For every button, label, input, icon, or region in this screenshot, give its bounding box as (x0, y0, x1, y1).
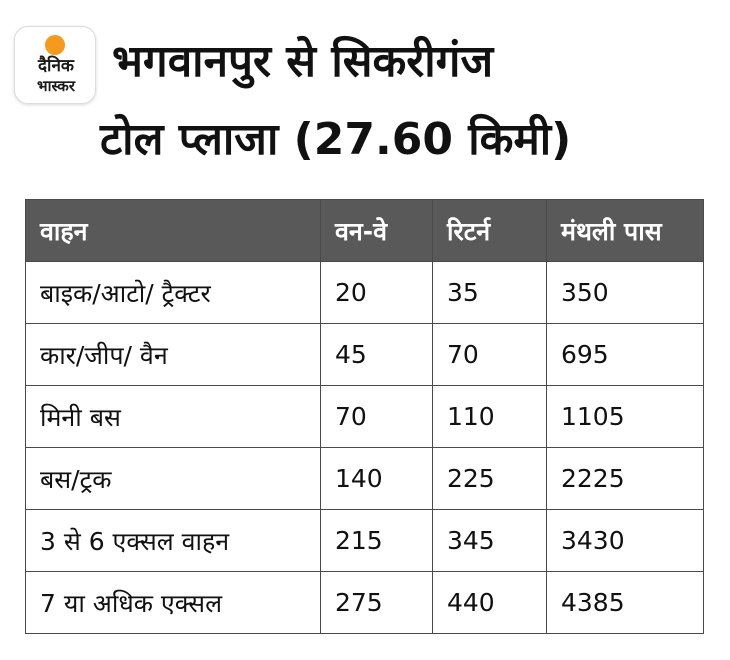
table-row: मिनी बस 70 110 1105 (25, 385, 704, 448)
toll-rate-table: वाहन वन-वे रिटर्न मंथली पास बाइक/आटो/ ट्… (25, 199, 704, 634)
logo-text-line2: भास्कर (37, 77, 75, 95)
one-way-cell: 140 (320, 447, 433, 510)
table-header-row: वाहन वन-वे रिटर्न मंथली पास (25, 199, 704, 262)
table-row: बाइक/आटो/ ट्रैक्टर 20 35 350 (25, 261, 704, 324)
header: दैनिक भास्कर भगवानपुर से सिकरीगंज टोल प्… (0, 0, 730, 190)
monthly-pass-cell: 695 (546, 323, 704, 386)
page-title-line2: टोल प्लाजा (27.60 किमी) (100, 114, 572, 165)
column-header-vehicle: वाहन (25, 199, 321, 262)
logo-text-line1: दैनिक (38, 56, 74, 76)
one-way-cell: 215 (320, 509, 433, 572)
vehicle-cell: बस/ट्रक (25, 447, 321, 510)
table-row: कार/जीप/ वैन 45 70 695 (25, 323, 704, 386)
column-header-monthly-pass: मंथली पास (546, 199, 704, 262)
vehicle-cell: बाइक/आटो/ ट्रैक्टर (25, 261, 321, 324)
return-cell: 345 (432, 509, 547, 572)
vehicle-cell: कार/जीप/ वैन (25, 323, 321, 386)
one-way-cell: 45 (320, 323, 433, 386)
table-row: 3 से 6 एक्सल वाहन 215 345 3430 (25, 509, 704, 572)
one-way-cell: 20 (320, 261, 433, 324)
return-cell: 110 (432, 385, 547, 448)
vehicle-cell: 7 या अधिक एक्सल (25, 571, 321, 634)
column-header-return: रिटर्न (432, 199, 547, 262)
toll-rate-table-container: वाहन वन-वे रिटर्न मंथली पास बाइक/आटो/ ट्… (25, 199, 704, 634)
dainik-bhaskar-logo: दैनिक भास्कर (14, 26, 96, 104)
one-way-cell: 70 (320, 385, 433, 448)
monthly-pass-cell: 2225 (546, 447, 704, 510)
monthly-pass-cell: 1105 (546, 385, 704, 448)
return-cell: 70 (432, 323, 547, 386)
sun-icon (45, 35, 65, 55)
return-cell: 225 (432, 447, 547, 510)
return-cell: 35 (432, 261, 547, 324)
monthly-pass-cell: 3430 (546, 509, 704, 572)
one-way-cell: 275 (320, 571, 433, 634)
column-header-one-way: वन-वे (320, 199, 433, 262)
monthly-pass-cell: 350 (546, 261, 704, 324)
page-title-line1: भगवानपुर से सिकरीगंज (112, 36, 494, 87)
table-row: बस/ट्रक 140 225 2225 (25, 447, 704, 510)
table-row: 7 या अधिक एक्सल 275 440 4385 (25, 571, 704, 634)
return-cell: 440 (432, 571, 547, 634)
monthly-pass-cell: 4385 (546, 571, 704, 634)
vehicle-cell: मिनी बस (25, 385, 321, 448)
vehicle-cell: 3 से 6 एक्सल वाहन (25, 509, 321, 572)
